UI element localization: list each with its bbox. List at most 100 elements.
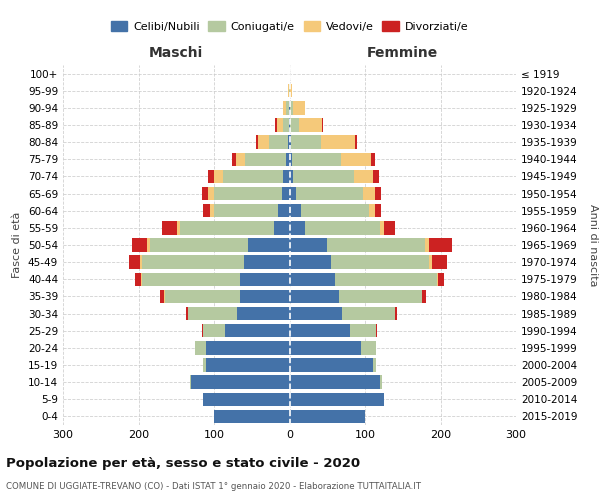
Bar bbox=[437, 272, 438, 286]
Bar bbox=[292, 152, 341, 166]
Bar bbox=[142, 256, 244, 269]
Bar bbox=[223, 170, 283, 183]
Bar bbox=[290, 307, 343, 320]
Bar bbox=[210, 204, 214, 218]
Text: Femmine: Femmine bbox=[367, 46, 439, 60]
Bar bbox=[322, 118, 323, 132]
Bar bbox=[290, 101, 293, 114]
Bar bbox=[290, 256, 331, 269]
Bar bbox=[290, 376, 380, 389]
Bar bbox=[353, 170, 373, 183]
Bar bbox=[343, 307, 395, 320]
Bar bbox=[269, 136, 288, 149]
Bar bbox=[150, 238, 248, 252]
Bar bbox=[375, 187, 381, 200]
Bar bbox=[290, 152, 292, 166]
Y-axis label: Anni di nascita: Anni di nascita bbox=[589, 204, 598, 286]
Bar bbox=[289, 84, 290, 98]
Bar bbox=[206, 358, 290, 372]
Bar bbox=[355, 136, 356, 149]
Bar bbox=[422, 290, 426, 303]
Bar bbox=[296, 187, 364, 200]
Bar bbox=[214, 187, 282, 200]
Bar bbox=[290, 118, 299, 132]
Bar bbox=[361, 341, 376, 354]
Bar bbox=[165, 290, 241, 303]
Bar bbox=[244, 256, 290, 269]
Bar bbox=[214, 204, 278, 218]
Bar bbox=[335, 272, 437, 286]
Bar bbox=[140, 256, 142, 269]
Bar bbox=[245, 152, 286, 166]
Bar bbox=[128, 256, 140, 269]
Bar bbox=[290, 392, 384, 406]
Bar bbox=[214, 410, 290, 423]
Bar bbox=[290, 170, 293, 183]
Bar bbox=[432, 256, 447, 269]
Bar bbox=[429, 238, 452, 252]
Bar bbox=[202, 187, 208, 200]
Bar bbox=[438, 272, 444, 286]
Bar bbox=[232, 152, 236, 166]
Legend: Celibi/Nubili, Coniugati/e, Vedovi/e, Divorziati/e: Celibi/Nubili, Coniugati/e, Vedovi/e, Di… bbox=[106, 16, 473, 36]
Bar bbox=[429, 256, 432, 269]
Text: Popolazione per età, sesso e stato civile - 2020: Popolazione per età, sesso e stato civil… bbox=[6, 458, 360, 470]
Bar bbox=[290, 136, 291, 149]
Bar bbox=[290, 324, 350, 338]
Bar bbox=[236, 152, 245, 166]
Bar bbox=[283, 101, 286, 114]
Bar bbox=[305, 221, 380, 234]
Bar bbox=[282, 187, 290, 200]
Text: Maschi: Maschi bbox=[149, 46, 203, 60]
Bar bbox=[283, 170, 290, 183]
Y-axis label: Fasce di età: Fasce di età bbox=[13, 212, 22, 278]
Bar bbox=[380, 221, 384, 234]
Bar bbox=[248, 238, 290, 252]
Bar bbox=[278, 204, 290, 218]
Bar bbox=[290, 410, 365, 423]
Bar bbox=[203, 204, 210, 218]
Bar bbox=[186, 307, 188, 320]
Text: COMUNE DI UGGIATE-TREVANO (CO) - Dati ISTAT 1° gennaio 2020 - Elaborazione TUTTA: COMUNE DI UGGIATE-TREVANO (CO) - Dati IS… bbox=[6, 482, 421, 491]
Bar bbox=[301, 204, 369, 218]
Bar bbox=[241, 290, 290, 303]
Bar bbox=[384, 221, 395, 234]
Bar bbox=[132, 238, 147, 252]
Bar bbox=[293, 101, 305, 114]
Bar bbox=[331, 256, 429, 269]
Bar bbox=[203, 324, 226, 338]
Bar bbox=[290, 238, 327, 252]
Bar bbox=[164, 290, 165, 303]
Bar bbox=[147, 238, 150, 252]
Bar bbox=[364, 187, 375, 200]
Bar bbox=[275, 118, 277, 132]
Bar bbox=[373, 170, 379, 183]
Bar bbox=[290, 341, 361, 354]
Bar bbox=[290, 290, 338, 303]
Bar bbox=[395, 307, 397, 320]
Bar bbox=[299, 118, 322, 132]
Bar bbox=[203, 358, 206, 372]
Bar bbox=[135, 272, 141, 286]
Bar bbox=[289, 118, 290, 132]
Bar bbox=[371, 152, 375, 166]
Bar bbox=[202, 324, 203, 338]
Bar bbox=[160, 290, 164, 303]
Bar bbox=[286, 101, 289, 114]
Bar bbox=[283, 118, 289, 132]
Bar bbox=[288, 84, 289, 98]
Bar bbox=[289, 101, 290, 114]
Bar bbox=[321, 136, 355, 149]
Bar bbox=[293, 170, 353, 183]
Bar bbox=[290, 84, 292, 98]
Bar bbox=[341, 152, 371, 166]
Bar bbox=[180, 221, 274, 234]
Bar bbox=[141, 272, 142, 286]
Bar bbox=[290, 272, 335, 286]
Bar bbox=[256, 136, 258, 149]
Bar bbox=[286, 152, 290, 166]
Bar bbox=[208, 170, 214, 183]
Bar bbox=[258, 136, 269, 149]
Bar bbox=[226, 324, 290, 338]
Bar bbox=[376, 324, 377, 338]
